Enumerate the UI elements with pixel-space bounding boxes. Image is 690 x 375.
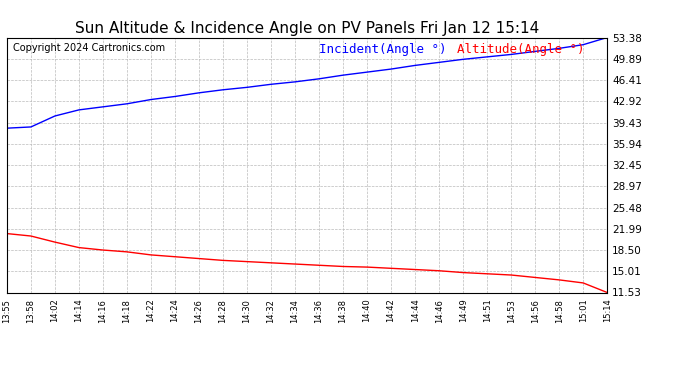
Text: Altitude(Angle °): Altitude(Angle °) <box>457 43 584 56</box>
Text: Copyright 2024 Cartronics.com: Copyright 2024 Cartronics.com <box>13 43 165 52</box>
Text: Incident(Angle °): Incident(Angle °) <box>319 43 446 56</box>
Title: Sun Altitude & Incidence Angle on PV Panels Fri Jan 12 15:14: Sun Altitude & Incidence Angle on PV Pan… <box>75 21 539 36</box>
